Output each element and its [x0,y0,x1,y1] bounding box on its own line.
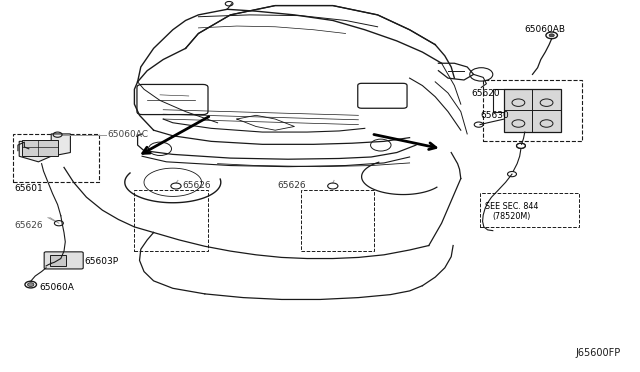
Text: 65630: 65630 [480,111,509,120]
FancyBboxPatch shape [44,252,83,269]
Bar [504,89,561,132]
Text: 65603P: 65603P [84,257,118,266]
Text: 65626: 65626 [182,182,211,190]
Text: 65620: 65620 [471,89,500,98]
Text: 65626: 65626 [14,221,43,230]
Bar [480,193,579,227]
Circle shape [28,283,34,286]
Text: 65060AC: 65060AC [107,130,148,139]
Text: 65060AB: 65060AB [525,25,566,33]
Bar [22,140,58,156]
Bar [50,255,66,266]
Text: J65600FP: J65600FP [576,348,621,358]
Polygon shape [19,134,70,162]
Bar [301,190,374,251]
Bar [483,80,582,141]
Text: 65626: 65626 [277,182,306,190]
Bar [13,134,99,182]
Text: 65601: 65601 [14,184,43,193]
Bar [134,190,208,251]
Text: 65060A: 65060A [40,283,74,292]
Text: SEE SEC. 844: SEE SEC. 844 [485,202,538,211]
Circle shape [549,34,554,37]
Text: (78520M): (78520M) [493,212,531,221]
